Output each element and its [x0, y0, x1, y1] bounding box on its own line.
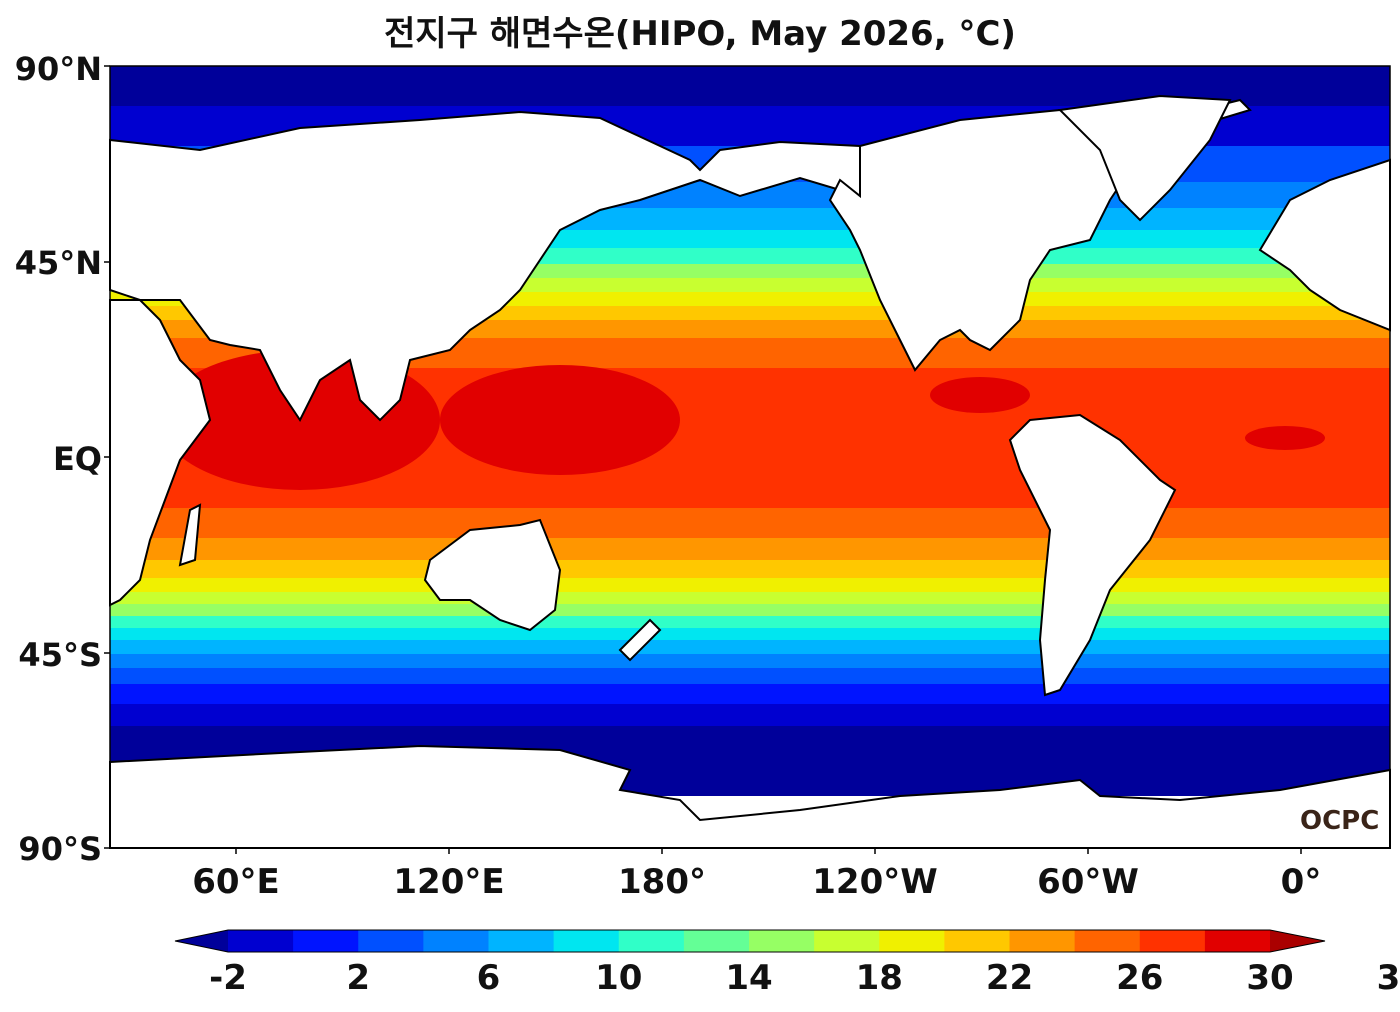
- colorbar-tick-label: 10: [595, 958, 643, 998]
- axis-ticks: [104, 65, 1302, 854]
- map-title: 전지구 해면수온(HIPO, May 2026, °C): [384, 14, 1016, 54]
- colorbar-tick-label: 26: [1116, 958, 1164, 998]
- lon-label-120w: 120°W: [812, 862, 938, 902]
- colorbar-box: [944, 930, 1010, 952]
- colorbar-box: [228, 930, 294, 952]
- lon-label-60w: 60°W: [1037, 862, 1139, 902]
- colorbar-box: [683, 930, 750, 952]
- lat-label-90n: 90°N: [14, 50, 102, 88]
- colorbar-extend-low: [175, 930, 228, 952]
- land-masses: [109, 94, 1391, 849]
- colorbar-tick-label: 22: [985, 958, 1034, 998]
- lat-label-45n: 45°N: [14, 244, 102, 282]
- colorbar-tick-label: 18: [855, 958, 903, 998]
- colorbar-box: [879, 930, 945, 952]
- colorbar-box: [749, 930, 815, 952]
- colorbar: [174, 929, 1326, 953]
- lat-label-45s: 45°S: [18, 636, 102, 674]
- colorbar-tick-label: 14: [725, 958, 773, 998]
- colorbar-box: [814, 930, 880, 952]
- colorbar-tick-label: -2: [209, 958, 247, 998]
- colorbar-box: [1009, 930, 1076, 952]
- colorbar-box: [553, 930, 620, 952]
- colorbar-box: [1204, 930, 1271, 952]
- ocpc-logo: OCPC: [1300, 806, 1380, 836]
- colorbar-outline: [174, 929, 1326, 953]
- lat-label-eq: EQ: [52, 440, 102, 478]
- colorbar-tick-label: 34: [1376, 958, 1400, 998]
- colorbar-box: [423, 930, 489, 952]
- colorbar-tick-label: 2: [346, 958, 371, 998]
- colorbar-extend-high: [1270, 930, 1325, 952]
- colorbar-box: [293, 930, 359, 952]
- colorbar-box: [488, 930, 555, 952]
- colorbar-box: [618, 930, 685, 952]
- lat-label-90s: 90°S: [18, 830, 102, 868]
- colorbar-box: [1074, 930, 1141, 952]
- lon-label-180: 180°: [618, 862, 706, 902]
- lon-label-120e: 120°E: [393, 862, 505, 902]
- colorbar-tick-label: 30: [1246, 958, 1294, 998]
- colorbar-box: [358, 930, 424, 952]
- lon-label-0: 0°: [1280, 862, 1322, 902]
- lon-label-60e: 60°E: [192, 862, 280, 902]
- colorbar-tick-label: 6: [476, 958, 501, 998]
- colorbar-box: [1139, 930, 1206, 952]
